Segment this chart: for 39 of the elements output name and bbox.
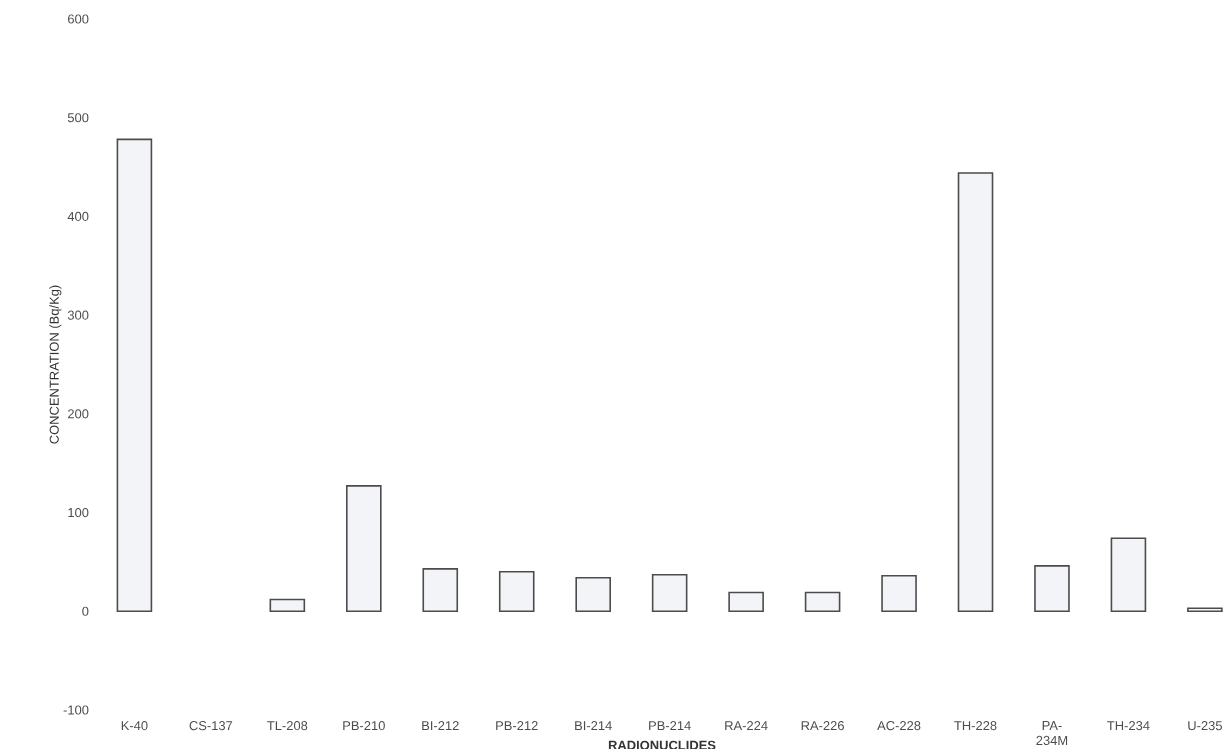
bar	[651, 573, 688, 613]
y-tick-label: 0	[82, 606, 89, 616]
y-tick-label: 600	[68, 14, 89, 24]
x-tick-label: PB-214	[649, 721, 691, 731]
y-axis-title: CONCENTRATION (Bq/Kg)	[49, 285, 62, 444]
bar	[728, 591, 764, 613]
x-tick-label: PB-210	[343, 721, 385, 731]
x-tick-label: BI-212	[422, 721, 459, 731]
x-tick-label: CS-137	[189, 721, 233, 731]
bar	[1034, 565, 1070, 613]
bar	[116, 138, 153, 613]
x-axis-title: RADIONUCLIDES	[608, 740, 716, 749]
bar	[881, 574, 917, 613]
y-tick-label: -100	[63, 705, 89, 715]
x-tick-label: U-235	[1188, 721, 1222, 731]
x-tick-label: TH-234	[1107, 721, 1150, 731]
bar	[804, 591, 841, 613]
x-tick-label: K-40	[121, 721, 148, 731]
bar	[957, 172, 994, 613]
x-tick-label: TL-208	[267, 721, 308, 731]
bar	[346, 485, 382, 613]
x-tick-label: PA-234M	[1036, 721, 1068, 746]
x-tick-label: RA-224	[725, 721, 768, 731]
bar	[1187, 607, 1223, 613]
y-tick-label: 100	[68, 508, 89, 518]
x-tick-label: PB-212	[496, 721, 538, 731]
bar	[422, 568, 459, 613]
x-tick-label: RA-226	[801, 721, 844, 731]
bar	[575, 576, 611, 613]
y-tick-label: 200	[68, 409, 89, 419]
bar	[498, 571, 535, 613]
x-tick-label: AC-228	[877, 721, 921, 731]
x-tick-label: BI-214	[575, 721, 612, 731]
y-tick-label: 400	[67, 211, 89, 222]
bar	[269, 598, 306, 613]
x-tick-label: TH-228	[954, 721, 997, 731]
y-tick-label: 300	[67, 310, 89, 320]
bar	[1110, 537, 1147, 613]
y-tick-label: 500	[67, 113, 89, 123]
